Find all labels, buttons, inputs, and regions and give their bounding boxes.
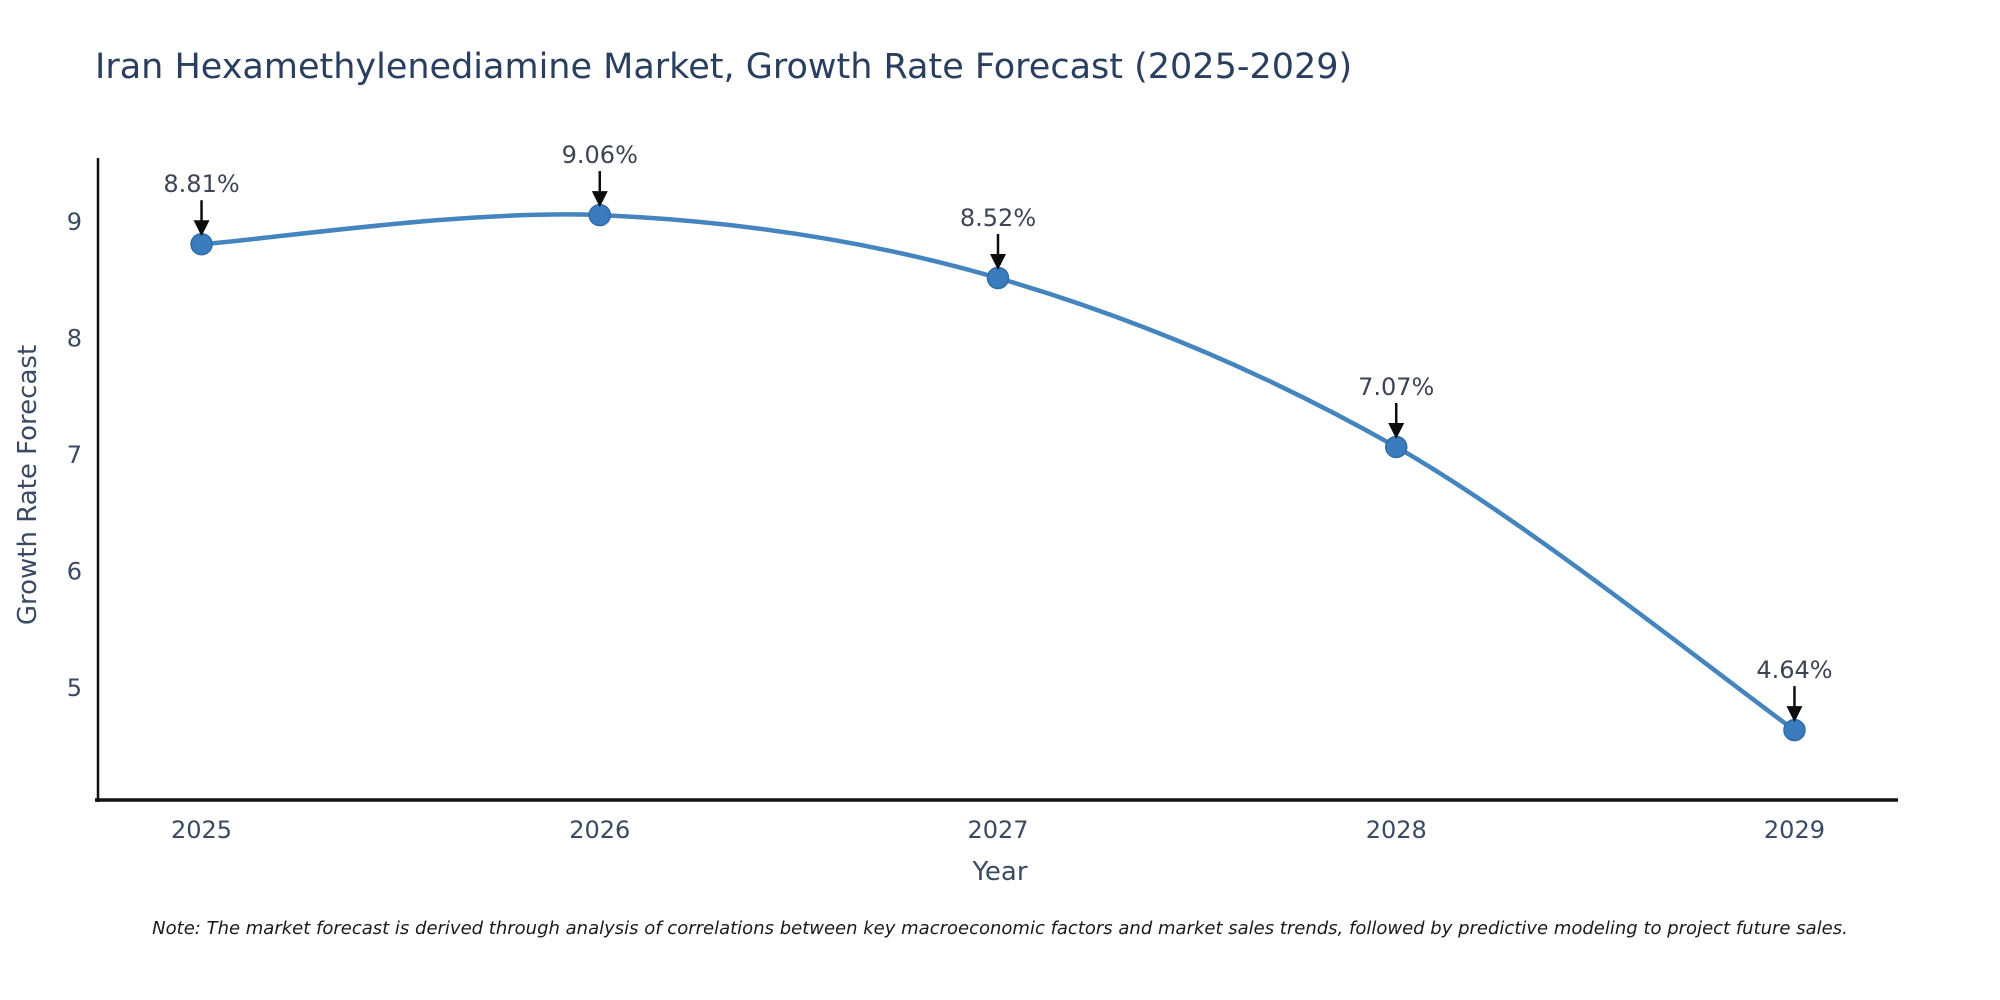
annotation-arrow-head xyxy=(1786,706,1803,723)
annotation-arrow-head xyxy=(1388,422,1405,439)
annotation-arrow-head xyxy=(591,191,608,208)
annotation-arrow-head xyxy=(193,220,210,237)
y-tick-label-9: 9 xyxy=(67,208,82,236)
annotation-arrow-head xyxy=(990,254,1006,271)
x-tick-label-2029: 2029 xyxy=(1764,816,1825,844)
data-point-2025 xyxy=(190,232,213,256)
data-label-2025: 8.81% xyxy=(163,170,239,198)
footnote: Note: The market forecast is derived thr… xyxy=(152,918,1848,939)
x-axis-title: Year xyxy=(972,857,1028,887)
x-tick-label-2027: 2027 xyxy=(967,816,1028,844)
x-tick-label-2028: 2028 xyxy=(1366,816,1427,844)
chart-title: Iran Hexamethylenediamine Market, Growth… xyxy=(95,47,1353,87)
y-tick-label-5: 5 xyxy=(67,674,82,702)
y-axis-title: Growth Rate Forecast xyxy=(13,344,43,626)
data-point-2029 xyxy=(1783,718,1806,742)
forecast-line xyxy=(199,212,1797,733)
data-label-2028: 7.07% xyxy=(1358,373,1434,401)
y-tick-label-7: 7 xyxy=(67,441,82,469)
data-label-2029: 4.64% xyxy=(1756,656,1832,684)
y-tick-label-8: 8 xyxy=(67,325,82,353)
x-tick-label-2026: 2026 xyxy=(569,816,630,844)
data-point-2026 xyxy=(588,203,612,227)
x-tick-label-2025: 2025 xyxy=(171,816,232,844)
data-label-2026: 9.06% xyxy=(562,141,638,169)
data-label-2027: 8.52% xyxy=(960,204,1036,232)
data-point-2028 xyxy=(1384,435,1408,459)
data-point-2027 xyxy=(986,266,1010,290)
y-tick-label-6: 6 xyxy=(67,558,82,586)
